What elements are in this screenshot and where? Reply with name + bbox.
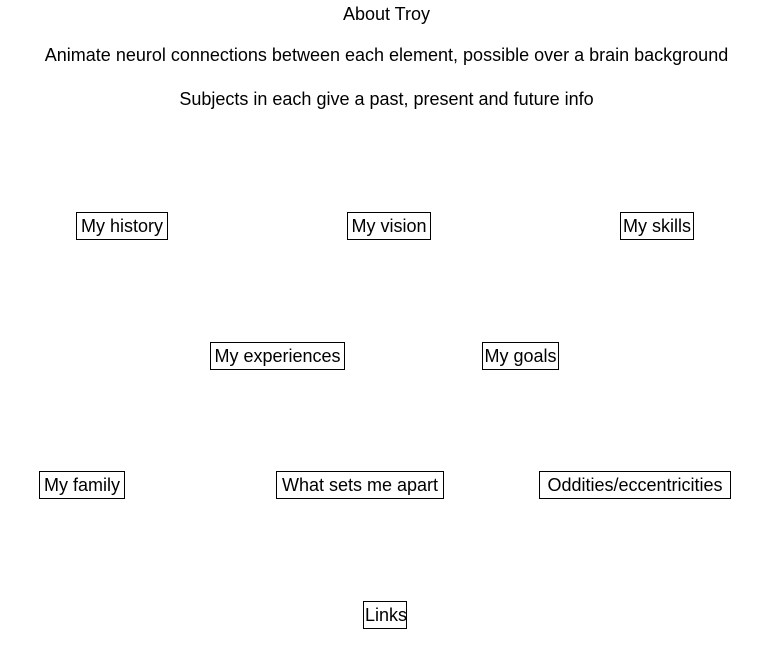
box-links: Links <box>363 601 407 629</box>
box-what-sets-me-apart: What sets me apart <box>276 471 444 499</box>
page-subtitle: Subjects in each give a past, present an… <box>179 89 594 109</box>
box-my-vision: My vision <box>347 212 431 240</box>
box-my-experiences: My experiences <box>210 342 345 370</box>
box-my-skills: My skills <box>620 212 694 240</box>
box-my-family: My family <box>39 471 125 499</box>
box-oddities-eccentricities: Oddities/eccentricities <box>539 471 731 499</box>
box-my-goals: My goals <box>482 342 559 370</box>
box-my-history: My history <box>76 212 168 240</box>
design-note: Animate neurol connections between each … <box>44 45 729 65</box>
page-title: About Troy <box>342 4 431 24</box>
